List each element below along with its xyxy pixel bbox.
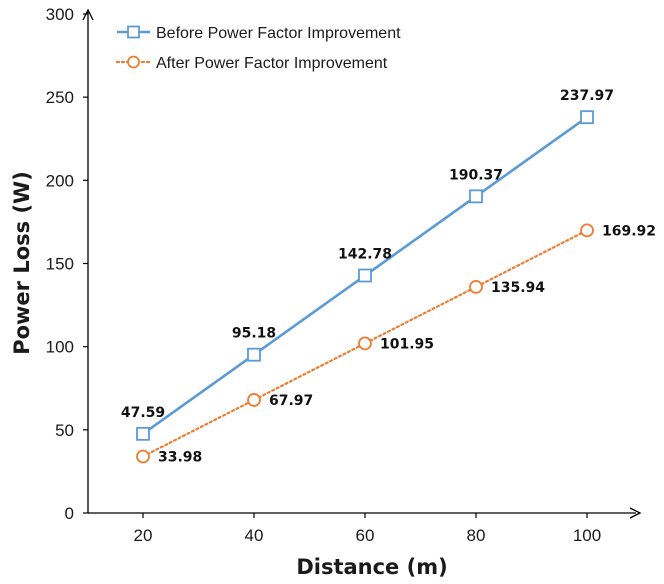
x-tick-label: 40 xyxy=(245,526,264,545)
y-tick-label: 50 xyxy=(55,421,74,440)
data-label: 101.95 xyxy=(380,336,434,352)
legend-marker-circle xyxy=(127,55,140,69)
x-tick-label: 20 xyxy=(134,526,153,545)
y-axis-title: Power Loss (W) xyxy=(10,171,34,355)
legend-label: Before Power Factor Improvement xyxy=(156,25,401,42)
x-axis-ticks: 20 40 60 80 100 xyxy=(134,513,601,545)
y-tick-label: 0 xyxy=(65,504,74,523)
data-label: 95.18 xyxy=(232,326,276,342)
data-point-circle xyxy=(580,223,594,238)
data-point-circle xyxy=(247,393,261,407)
series-layer: 47.59 95.18 142.78 190.37 237.97 33.98 67.97 10… xyxy=(121,88,656,465)
y-tick-label: 250 xyxy=(46,88,74,107)
y-axis-arrowhead xyxy=(82,8,94,21)
data-label: 169.92 xyxy=(602,223,656,239)
data-label: 33.98 xyxy=(158,449,202,465)
y-axis-ticks: 0 50 100 150 200 250 300 xyxy=(46,5,88,523)
data-label: 142.78 xyxy=(338,247,392,263)
data-point-circle xyxy=(136,449,150,464)
x-axis-arrowhead xyxy=(629,507,642,519)
legend: Before Power Factor Improvement After Pow… xyxy=(115,25,401,72)
x-axis-title: Distance (m) xyxy=(296,555,447,579)
data-point-square xyxy=(136,426,150,441)
data-point-square xyxy=(247,347,261,362)
data-label: 135.94 xyxy=(491,280,545,296)
data-label: 190.37 xyxy=(449,167,503,183)
data-point-square xyxy=(358,268,372,283)
x-tick-label: 80 xyxy=(467,526,486,545)
y-tick-label: 300 xyxy=(46,5,74,24)
data-point-square xyxy=(469,189,483,204)
series-after: 33.98 67.97 101.95 135.94 169.92 xyxy=(136,223,656,465)
x-tick-label: 60 xyxy=(356,526,375,545)
legend-label: After Power Factor Improvement xyxy=(156,55,388,72)
data-point-circle xyxy=(358,336,372,351)
data-label: 47.59 xyxy=(121,405,165,421)
axes xyxy=(82,8,642,519)
data-label: 67.97 xyxy=(269,393,313,409)
legend-item: After Power Factor Improvement xyxy=(115,55,388,72)
legend-marker-square xyxy=(127,25,140,39)
x-tick-label: 100 xyxy=(573,526,601,545)
series-before: 47.59 95.18 142.78 190.37 237.97 xyxy=(121,88,614,441)
y-tick-label: 200 xyxy=(46,171,74,190)
data-point-circle xyxy=(469,279,483,294)
data-label: 237.97 xyxy=(560,88,614,104)
y-tick-label: 100 xyxy=(46,338,74,357)
legend-item: Before Power Factor Improvement xyxy=(117,25,401,42)
y-tick-label: 150 xyxy=(46,255,74,274)
data-point-square xyxy=(580,110,594,125)
